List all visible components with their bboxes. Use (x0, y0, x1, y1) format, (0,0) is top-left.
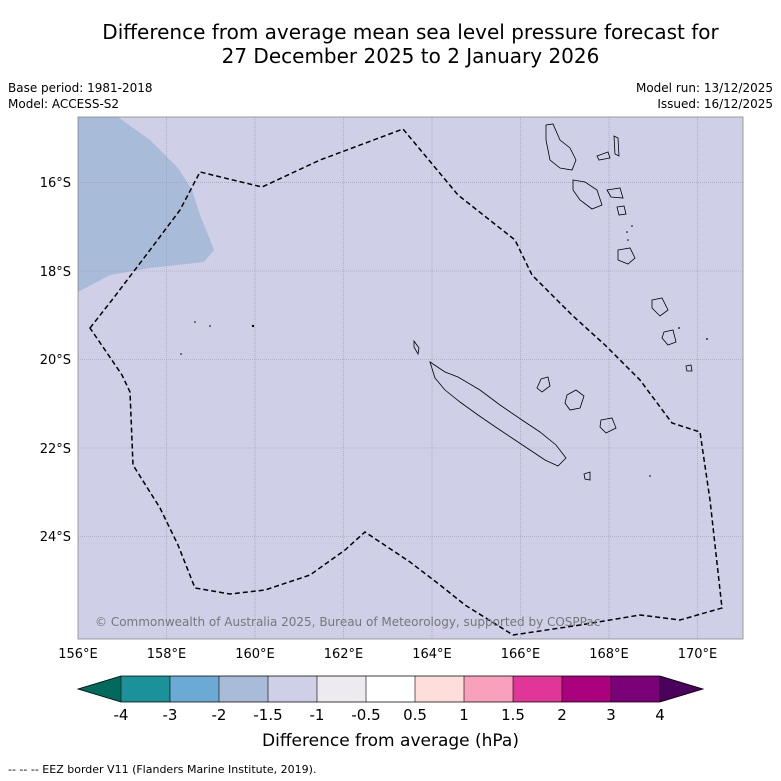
belep-islands (413, 339, 420, 356)
colorbar-dividers (120, 676, 661, 702)
colorbar-segment (415, 676, 464, 702)
colorbar-tick: 2 (557, 706, 567, 724)
colorbar-tick: 4 (655, 706, 665, 724)
colorbar-tick: 1.5 (501, 706, 525, 724)
new-caledonia-island (429, 361, 567, 467)
lat-label: 22°S (40, 442, 71, 457)
meta-right: Model run: 13/12/2025 Issued: 16/12/2025 (636, 80, 773, 112)
title-line-2: 27 December 2025 to 2 January 2026 (221, 44, 600, 68)
colorbar-segment (170, 676, 219, 702)
colorbar-tick: -1.5 (253, 706, 282, 724)
colorbar-tick-labels: -4 -3 -2 -1.5 -1 -0.5 0.5 1 1.5 2 3 4 (114, 706, 665, 724)
mare-island (599, 417, 617, 434)
colorbar-low-extension (78, 676, 121, 702)
aneityum-island (685, 364, 693, 372)
anomaly-field-darker (78, 117, 214, 292)
map-area: © Commonwealth of Australia 2025, Bureau… (78, 117, 743, 639)
malakula-island (572, 179, 603, 210)
colorbar-tick: 1 (459, 706, 469, 724)
lon-label: 166°E (501, 647, 541, 662)
lat-label: 24°S (40, 530, 71, 545)
lon-label: 156°E (58, 647, 98, 662)
longitude-labels: 156°E 158°E 160°E 162°E 164°E 166°E 168°… (58, 647, 717, 662)
colorbar-tick: 0.5 (403, 706, 427, 724)
espiritu-santo-island (545, 123, 577, 171)
lon-label: 162°E (324, 647, 364, 662)
colorbar-segment (513, 676, 562, 702)
pentecost-island (613, 135, 620, 157)
colorbar-tick: -1 (310, 706, 325, 724)
title-line-1: Difference from average mean sea level p… (102, 20, 719, 44)
colorbar-segment (611, 676, 660, 702)
epi-island (616, 205, 627, 216)
colorbar-segment (121, 676, 170, 702)
map-title: Difference from average mean sea level p… (0, 20, 781, 68)
maewo-island (596, 151, 611, 161)
ambrym-island (606, 187, 624, 199)
colorbar-title: Difference from average (hPa) (262, 731, 519, 751)
colorbar-tick: -3 (163, 706, 178, 724)
colorbar-high-extension (660, 676, 703, 702)
issued-date: Issued: 16/12/2025 (657, 97, 773, 111)
colorbar (76, 675, 705, 703)
colorbar-segment (562, 676, 611, 702)
isle-of-pines (583, 471, 591, 481)
erromango-island (651, 297, 669, 317)
lon-label: 170°E (678, 647, 718, 662)
lat-label: 20°S (40, 353, 71, 368)
colorbar-tick: -2 (212, 706, 227, 724)
small-islets (180, 225, 708, 477)
colorbar-segment (219, 676, 268, 702)
colorbar-segment (464, 676, 513, 702)
meta-left: Base period: 1981-2018 Model: ACCESS-S2 (8, 80, 153, 112)
copyright-notice: © Commonwealth of Australia 2025, Bureau… (95, 615, 600, 629)
ouvea-island (536, 376, 551, 393)
model-name: Model: ACCESS-S2 (8, 97, 120, 111)
colorbar-tick: -4 (114, 706, 129, 724)
eez-border (89, 128, 723, 636)
colorbar-tick: 3 (606, 706, 616, 724)
base-period: Base period: 1981-2018 (8, 81, 153, 95)
lon-label: 158°E (147, 647, 187, 662)
map-frame (77, 116, 744, 640)
lon-label: 164°E (412, 647, 452, 662)
colorbar-segment (317, 676, 366, 702)
model-run: Model run: 13/12/2025 (635, 81, 773, 95)
colorbar-segment (366, 676, 415, 702)
colorbar-tick: -0.5 (351, 706, 380, 724)
lat-label: 18°S (40, 265, 71, 280)
tanna-island (661, 329, 677, 346)
colorbar-segment (268, 676, 317, 702)
gridlines (78, 117, 743, 639)
lifou-island (564, 389, 585, 411)
efate-island (617, 247, 636, 265)
latitude-labels: 16°S 18°S 20°S 22°S 24°S (40, 176, 71, 545)
lon-label: 160°E (235, 647, 275, 662)
eez-legend-footer: -- -- -- EEZ border V11 (Flanders Marine… (8, 763, 317, 776)
lon-label: 168°E (589, 647, 629, 662)
lat-label: 16°S (40, 176, 71, 191)
